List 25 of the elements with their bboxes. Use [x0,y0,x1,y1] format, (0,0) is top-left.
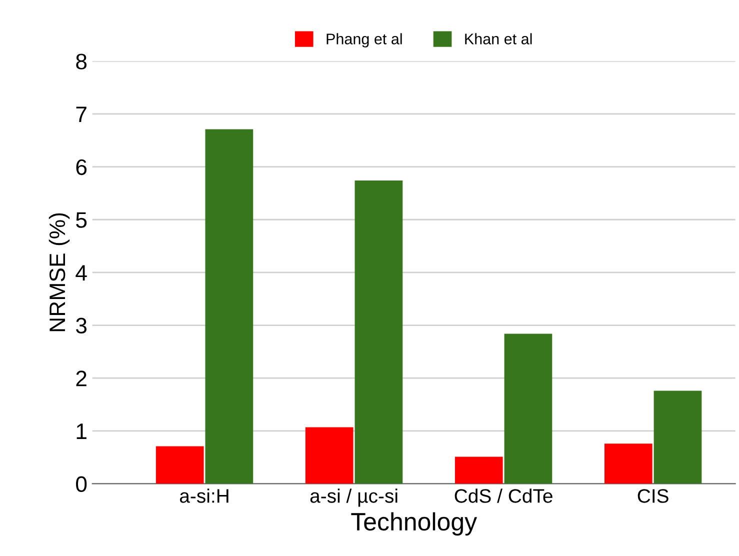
x-tick-label: a-si:H [180,488,228,503]
y-tick-label: 5 [76,212,87,228]
bar [454,456,503,484]
x-tick-label: CIS [638,489,668,503]
bar [305,427,354,484]
legend-label: Phang et al [326,33,402,48]
legend-label: Khan et al [465,33,532,44]
y-tick-label: 3 [76,318,87,334]
x-tick-label: a-si / µc-si [310,488,398,507]
bar [354,180,403,484]
y-tick-label: 2 [76,370,86,386]
bar [205,129,254,484]
x-axis-title: Technology [351,512,478,536]
bar [504,334,552,484]
bar [156,446,204,484]
y-tick-label: 4 [76,265,87,280]
y-tick-label: 6 [76,159,87,176]
y-tick-label: 8 [76,54,87,70]
y-axis-title: NRMSE (%) [48,213,70,332]
y-tick-label: 7 [76,106,86,122]
y-tick-label: 1 [76,424,86,439]
y-tick-label: 0 [76,476,87,492]
x-tick-label: CdS / CdTe [454,488,552,503]
bar [604,444,652,484]
bar [654,390,702,484]
